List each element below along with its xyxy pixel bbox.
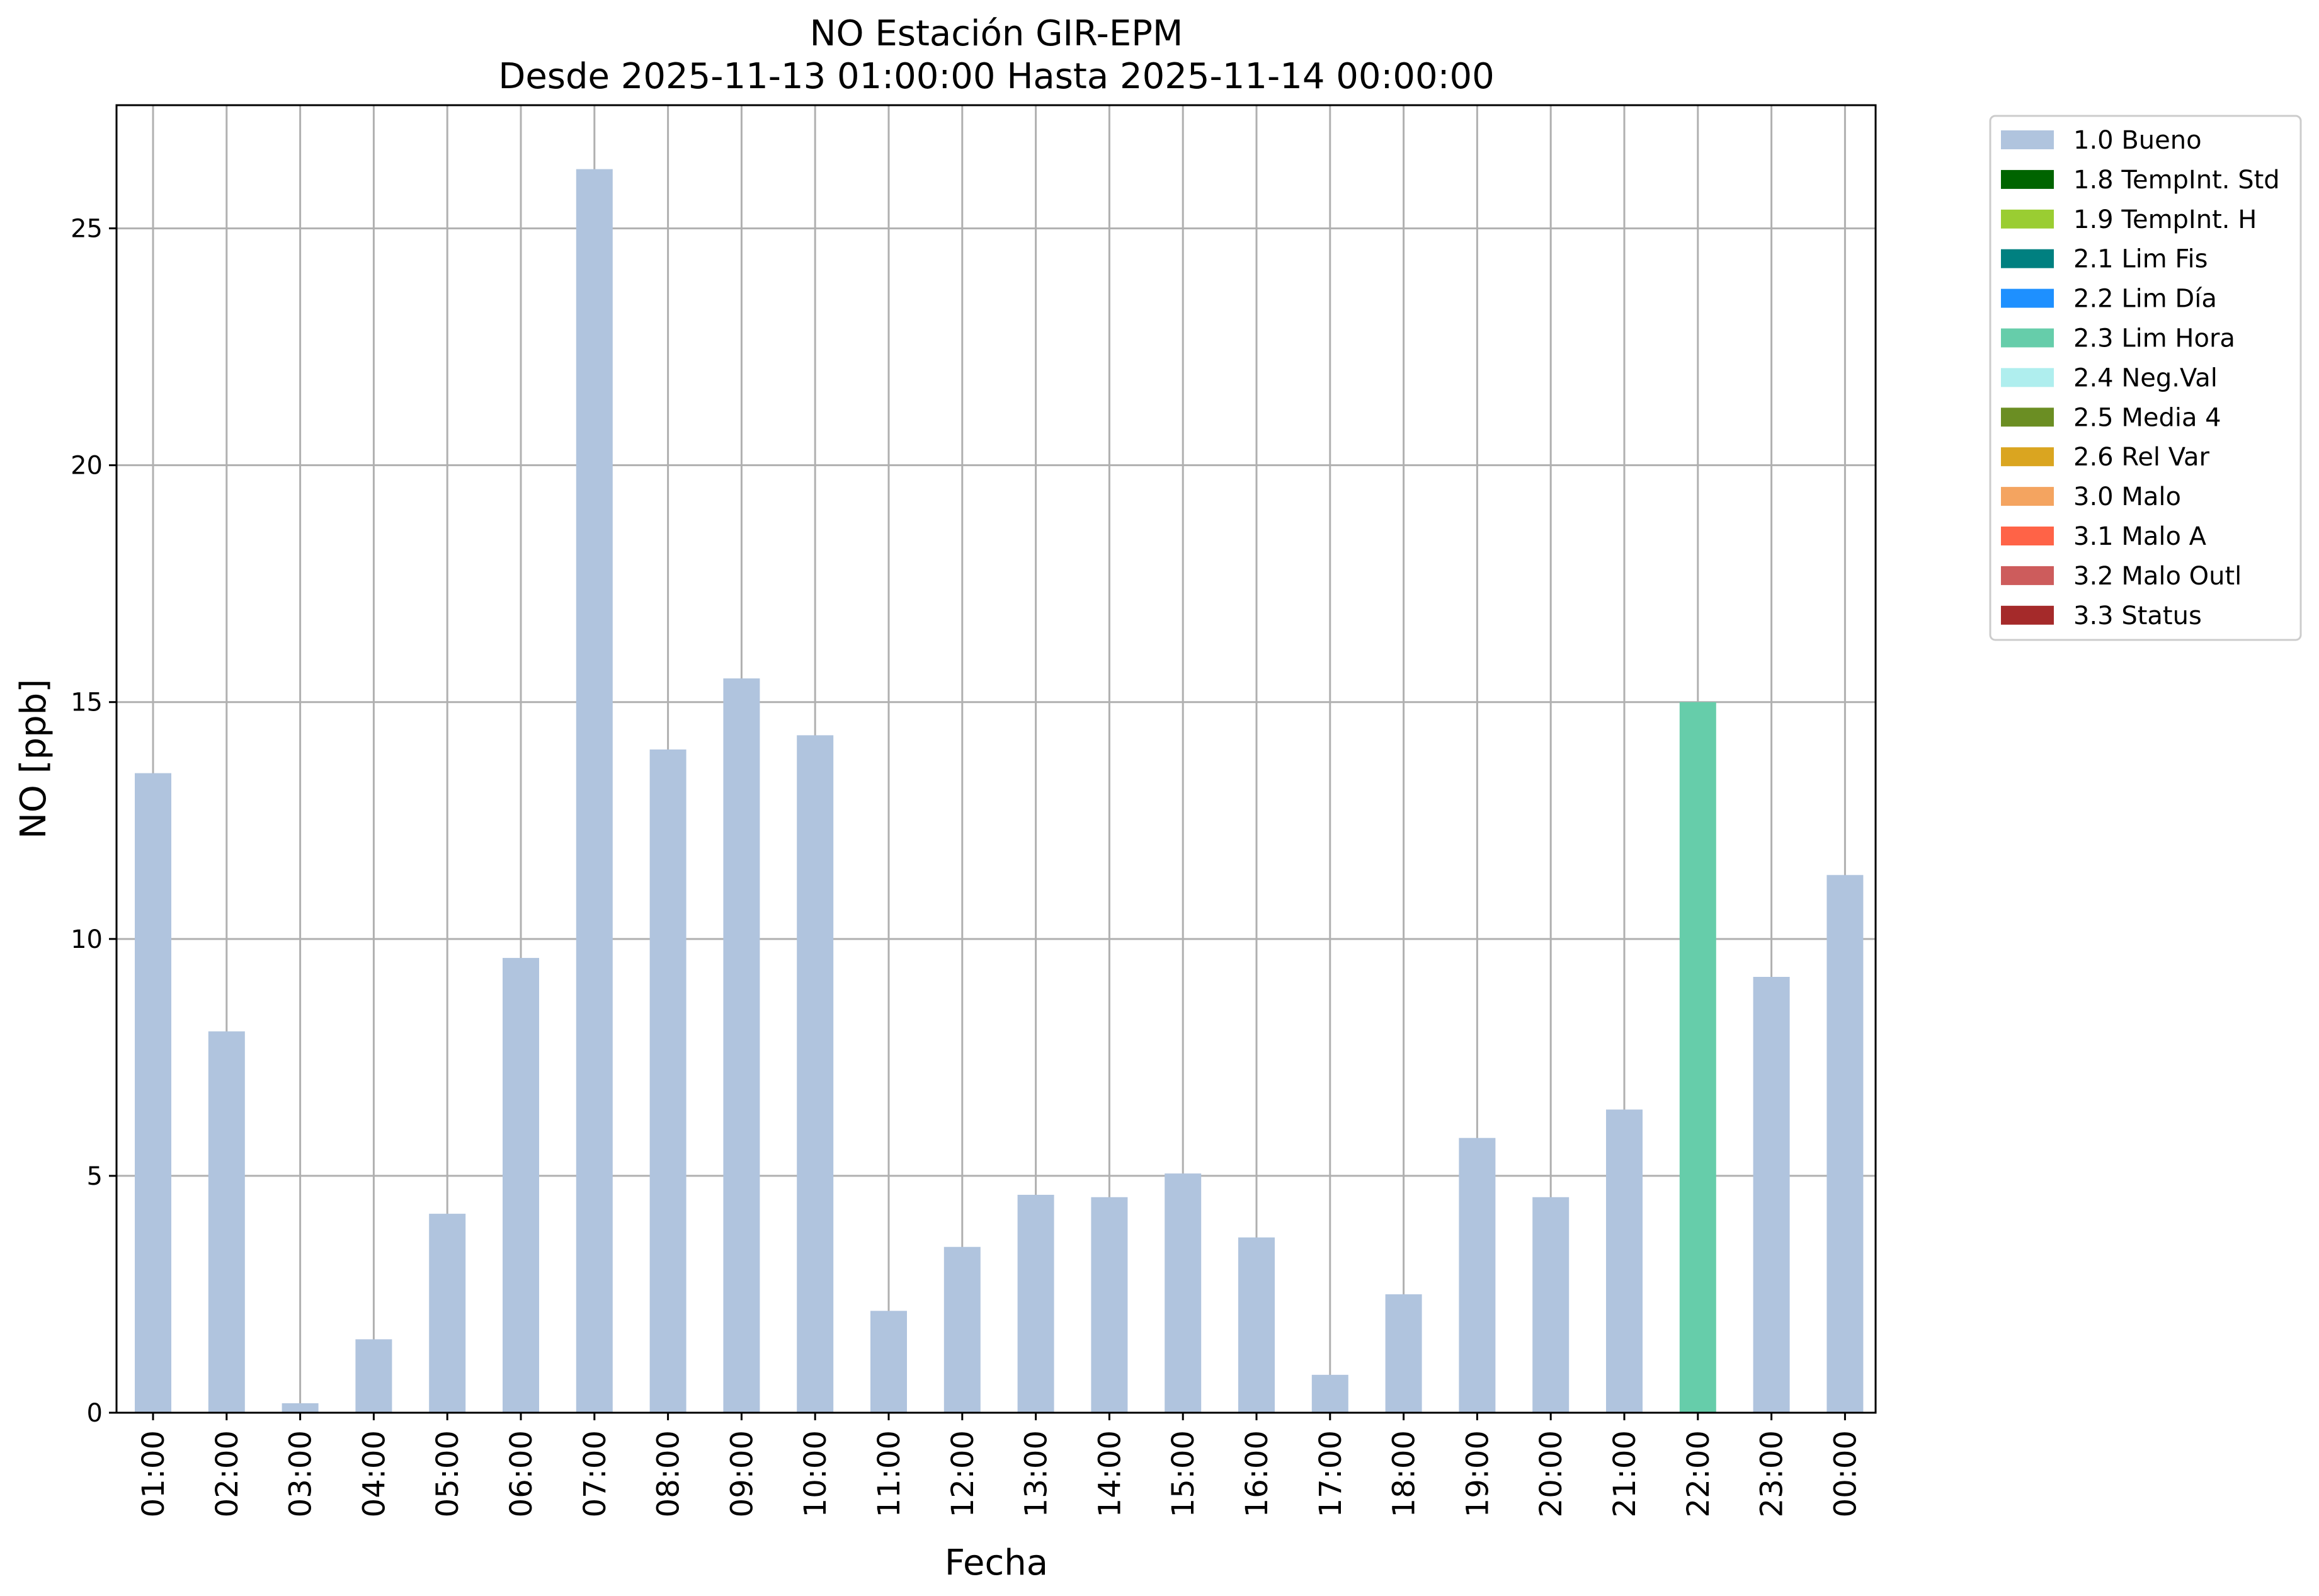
bar-0800 (649, 749, 687, 1413)
x-tick-label: 00:00 (1828, 1430, 1863, 1517)
bar-1500 (1165, 1173, 1202, 1413)
bar-1100 (870, 1311, 907, 1413)
legend-label: 1.8 TempInt. Std (2073, 166, 2280, 195)
legend-label: 2.6 Rel Var (2073, 443, 2210, 472)
legend-label: 3.1 Malo A (2073, 522, 2207, 551)
x-axis-ticks: 01:00 02:00 03:00 04:00 05:00 06:00 07:00 08:00… (136, 1413, 1863, 1517)
legend-swatch (2001, 169, 2054, 189)
x-tick-label: 18:00 (1387, 1430, 1422, 1517)
x-tick-label: 17:00 (1313, 1430, 1348, 1517)
plot-frame (115, 104, 1877, 1414)
legend-label: 2.1 Lim Fis (2073, 245, 2208, 274)
bar-0400 (355, 1339, 392, 1413)
bar-1000 (797, 735, 834, 1413)
bar-2100 (1606, 1109, 1643, 1413)
x-tick-label: 13:00 (1019, 1430, 1054, 1517)
legend-swatch (2001, 605, 2054, 625)
x-tick-label: 20:00 (1534, 1430, 1569, 1517)
x-axis-label: Fecha (945, 1542, 1048, 1583)
x-tick-label: 23:00 (1755, 1430, 1790, 1517)
x-tick-label: 02:00 (210, 1430, 245, 1517)
legend-swatch (2001, 447, 2054, 467)
legend-swatch (2001, 527, 2054, 545)
bar-2300 (1753, 977, 1790, 1413)
legend-swatch (2001, 566, 2054, 585)
x-tick-label: 22:00 (1681, 1430, 1716, 1517)
legend-label: 2.3 Lim Hora (2073, 324, 2235, 353)
x-tick-label: 15:00 (1166, 1430, 1201, 1517)
legend-swatch (2001, 408, 2054, 427)
bar-0100 (135, 773, 171, 1413)
y-tick-label: 25 (71, 215, 103, 244)
x-tick-label: 08:00 (651, 1430, 687, 1517)
x-tick-label: 03:00 (283, 1430, 319, 1517)
bar-0600 (503, 957, 539, 1413)
x-tick-label: 09:00 (724, 1430, 760, 1517)
x-tick-label: 11:00 (872, 1430, 907, 1517)
bar-1200 (943, 1246, 981, 1413)
y-axis-ticks: 0 5 10 15 20 25 (71, 215, 117, 1428)
legend-swatch (2001, 249, 2054, 268)
x-tick-label: 07:00 (578, 1430, 613, 1517)
bar-0700 (576, 169, 613, 1413)
x-tick-label: 14:00 (1092, 1430, 1127, 1517)
y-tick-label: 5 (87, 1162, 103, 1191)
bar-0300 (282, 1403, 319, 1413)
y-tick-label: 0 (87, 1399, 103, 1428)
bar-2200 (1679, 702, 1716, 1413)
x-tick-label: 21:00 (1607, 1430, 1643, 1517)
bars (135, 169, 1864, 1413)
legend-swatch (2001, 209, 2054, 229)
legend-swatch (2001, 368, 2054, 387)
bar-2000 (1532, 1197, 1570, 1413)
x-tick-label: 06:00 (504, 1430, 539, 1517)
legend-entries: 1.0 Bueno 1.8 TempInt. Std 1.9 TempInt. H 2… (2001, 126, 2280, 630)
bar-1700 (1311, 1374, 1348, 1413)
legend-label: 3.3 Status (2073, 601, 2202, 630)
bar-0900 (723, 678, 760, 1413)
bar-1800 (1385, 1294, 1422, 1413)
legend-label: 2.5 Media 4 (2073, 403, 2221, 432)
x-tick-label: 01:00 (136, 1430, 171, 1517)
bar-1300 (1017, 1195, 1054, 1413)
chart-title-line1: NO Estación GIR-EPM (810, 13, 1183, 54)
legend-label: 1.0 Bueno (2073, 126, 2202, 155)
legend-label: 2.2 Lim Día (2073, 285, 2217, 314)
y-tick-label: 10 (71, 925, 103, 954)
y-axis-label: NO [ppb] (13, 679, 54, 839)
chart-title-line2: Desde 2025-11-13 01:00:00 Hasta 2025-11-… (498, 56, 1495, 97)
x-tick-label: 12:00 (945, 1430, 981, 1517)
legend-label: 1.9 TempInt. H (2073, 205, 2257, 234)
bar-0000 (1826, 875, 1864, 1413)
y-tick-label: 20 (71, 452, 103, 481)
x-tick-label: 19:00 (1460, 1430, 1495, 1517)
y-tick-label: 15 (71, 688, 103, 717)
bar-1900 (1459, 1137, 1496, 1413)
legend-swatch (2001, 328, 2054, 348)
x-tick-label: 04:00 (356, 1430, 392, 1517)
bar-0200 (208, 1031, 245, 1413)
legend-frame (1989, 115, 2302, 641)
legend-swatch (2001, 288, 2054, 308)
legend-swatch (2001, 130, 2054, 149)
legend-label: 2.4 Neg.Val (2073, 363, 2218, 392)
bar-0500 (429, 1214, 466, 1413)
legend-swatch (2001, 487, 2054, 506)
x-tick-label: 10:00 (798, 1430, 833, 1517)
legend: 1.0 Bueno 1.8 TempInt. Std 1.9 TempInt. H 2… (1989, 115, 2302, 641)
legend-label: 3.2 Malo Outl (2073, 562, 2242, 591)
bar-1400 (1091, 1197, 1128, 1413)
bar-1600 (1238, 1237, 1275, 1413)
legend-label: 3.0 Malo (2073, 482, 2181, 511)
x-tick-label: 05:00 (430, 1430, 465, 1517)
x-tick-label: 16:00 (1239, 1430, 1275, 1517)
